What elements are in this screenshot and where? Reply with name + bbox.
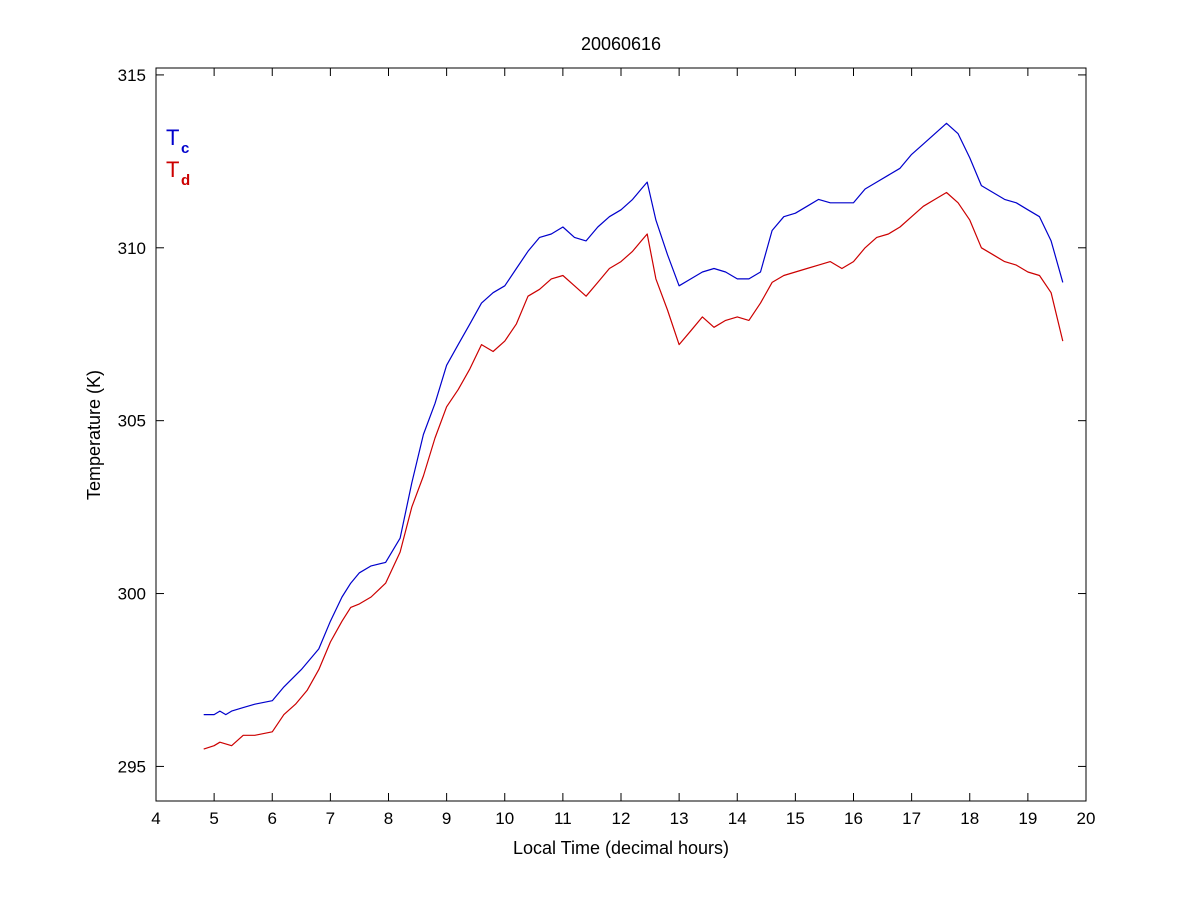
y-tick-label: 300 <box>118 585 146 604</box>
x-axis-title: Local Time (decimal hours) <box>513 838 729 858</box>
x-tick-label: 9 <box>442 809 451 828</box>
x-tick-label: 14 <box>728 809 747 828</box>
y-axis-title: Temperature (K) <box>84 370 104 500</box>
x-tick-label: 12 <box>612 809 631 828</box>
y-tick-label: 315 <box>118 66 146 85</box>
x-tick-label: 8 <box>384 809 393 828</box>
x-tick-label: 16 <box>844 809 863 828</box>
legend-entry-tc: T <box>166 125 179 150</box>
legend-subscript-td: d <box>181 172 190 189</box>
y-tick-label: 310 <box>118 239 146 258</box>
x-tick-label: 18 <box>960 809 979 828</box>
x-tick-label: 11 <box>554 809 572 828</box>
x-tick-label: 17 <box>902 809 921 828</box>
legend-entry-td: T <box>166 157 179 182</box>
series-line-td <box>203 191 1064 750</box>
x-tick-label: 5 <box>209 809 218 828</box>
x-tick-label: 15 <box>786 809 805 828</box>
x-tick-label: 13 <box>670 809 689 828</box>
legend-subscript-tc: c <box>181 140 189 157</box>
ticks-layer: 4 5 6 7 8 9 10 11 12 13 14 15 16 17 18 19 20 295 300 305 310… <box>118 66 1096 828</box>
y-tick-label: 295 <box>118 757 146 776</box>
x-tick-label: 20 <box>1077 809 1096 828</box>
plot-area <box>156 68 1086 801</box>
x-tick-label: 7 <box>326 809 335 828</box>
series-line-tc <box>203 122 1064 716</box>
x-tick-label: 4 <box>151 809 160 828</box>
chart-title: 20060616 <box>581 34 661 54</box>
x-tick-label: 19 <box>1018 809 1037 828</box>
x-tick-label: 10 <box>495 809 514 828</box>
y-tick-label: 305 <box>118 412 146 431</box>
series-layer <box>203 122 1064 750</box>
x-tick-label: 6 <box>268 809 277 828</box>
